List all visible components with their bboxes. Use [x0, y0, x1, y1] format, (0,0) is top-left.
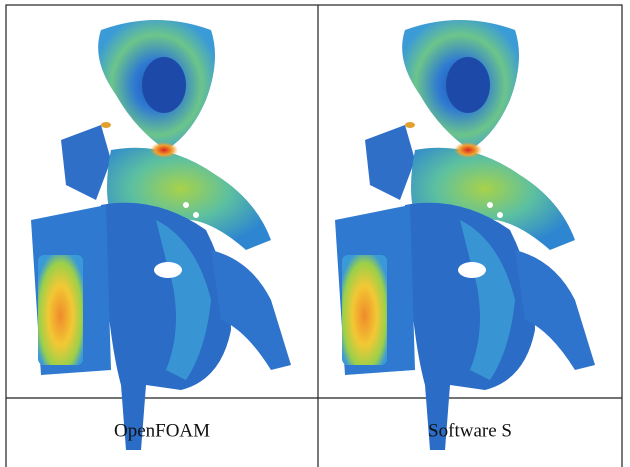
- caption: OpenFOAM: [114, 420, 210, 441]
- caption: Software S: [428, 420, 512, 441]
- figure-page: OpenFOAM Software S: [0, 0, 630, 467]
- cfd-image-software-s: [335, 20, 595, 450]
- cfd-image-openfoam: [31, 20, 291, 450]
- figure: OpenFOAM Software S: [0, 0, 630, 467]
